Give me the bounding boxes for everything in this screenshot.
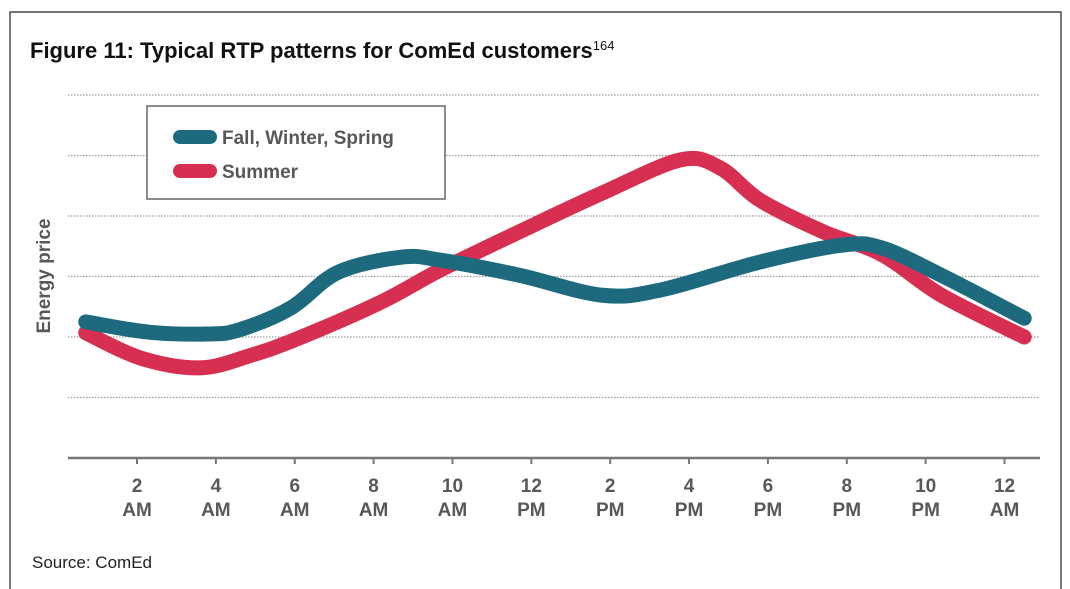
x-tick-label: 6 AM [280,476,310,521]
x-tick-label-line: AM [990,500,1020,521]
x-tick-label-line: PM [596,500,625,521]
x-tick-label-line: 8 [368,476,379,497]
title-footnote: 164 [593,38,615,53]
legend-box [146,105,446,200]
x-tick-label-line: 12 [994,476,1015,497]
x-tick-label: 4 AM [201,476,231,521]
line-series [78,236,1032,342]
x-tick-label-line: PM [675,500,704,521]
legend-label: Summer [222,162,299,183]
x-tick-label: 8 AM [359,476,389,521]
x-tick-label: 12 PM [517,476,546,521]
x-tick-label-line: 4 [684,476,695,497]
x-tick-label: 8 PM [833,476,862,521]
x-tick-label-line: PM [517,500,546,521]
x-tick-label-line: 4 [211,476,222,497]
x-tick-label-line: 6 [763,476,774,497]
x-tick-label-line: 2 [132,476,143,497]
x-tick-label-line: AM [122,500,152,521]
x-tick-label-line: 2 [605,476,616,497]
y-axis-label: Energy price [34,218,55,333]
x-tick-label-line: PM [911,500,940,521]
frame [9,11,1062,589]
x-tick-label: 4 PM [675,476,704,521]
x-tick-label: 6 PM [754,476,783,521]
x-tick-label-line: PM [833,500,862,521]
x-tick-label-line: AM [359,500,389,521]
x-tick-label: 2 PM [596,476,625,521]
x-tick-label-line: PM [754,500,783,521]
chart-title: Figure 11: Typical RTP patterns for ComE… [30,38,614,63]
x-tick-label: 12 AM [990,476,1020,521]
x-tick-label-line: AM [280,500,310,521]
x-tick-label-line: 10 [442,476,463,497]
x-tick-label-line: 6 [289,476,300,497]
x-tick-label-line: 8 [841,476,852,497]
x-tick-label-line: 12 [521,476,542,497]
title-text: Figure 11: Typical RTP patterns for ComE… [30,38,593,63]
x-tick-label: 2 AM [122,476,152,521]
x-tick-label: 10 PM [911,476,940,521]
x-tick-label: 10 AM [438,476,468,521]
x-tick-label-line: 10 [915,476,936,497]
x-tick-label-line: AM [438,500,468,521]
source: Source: ComEd [32,553,152,572]
legend-label: Fall, Winter, Spring [222,128,394,149]
x-tick-label-line: AM [201,500,231,521]
